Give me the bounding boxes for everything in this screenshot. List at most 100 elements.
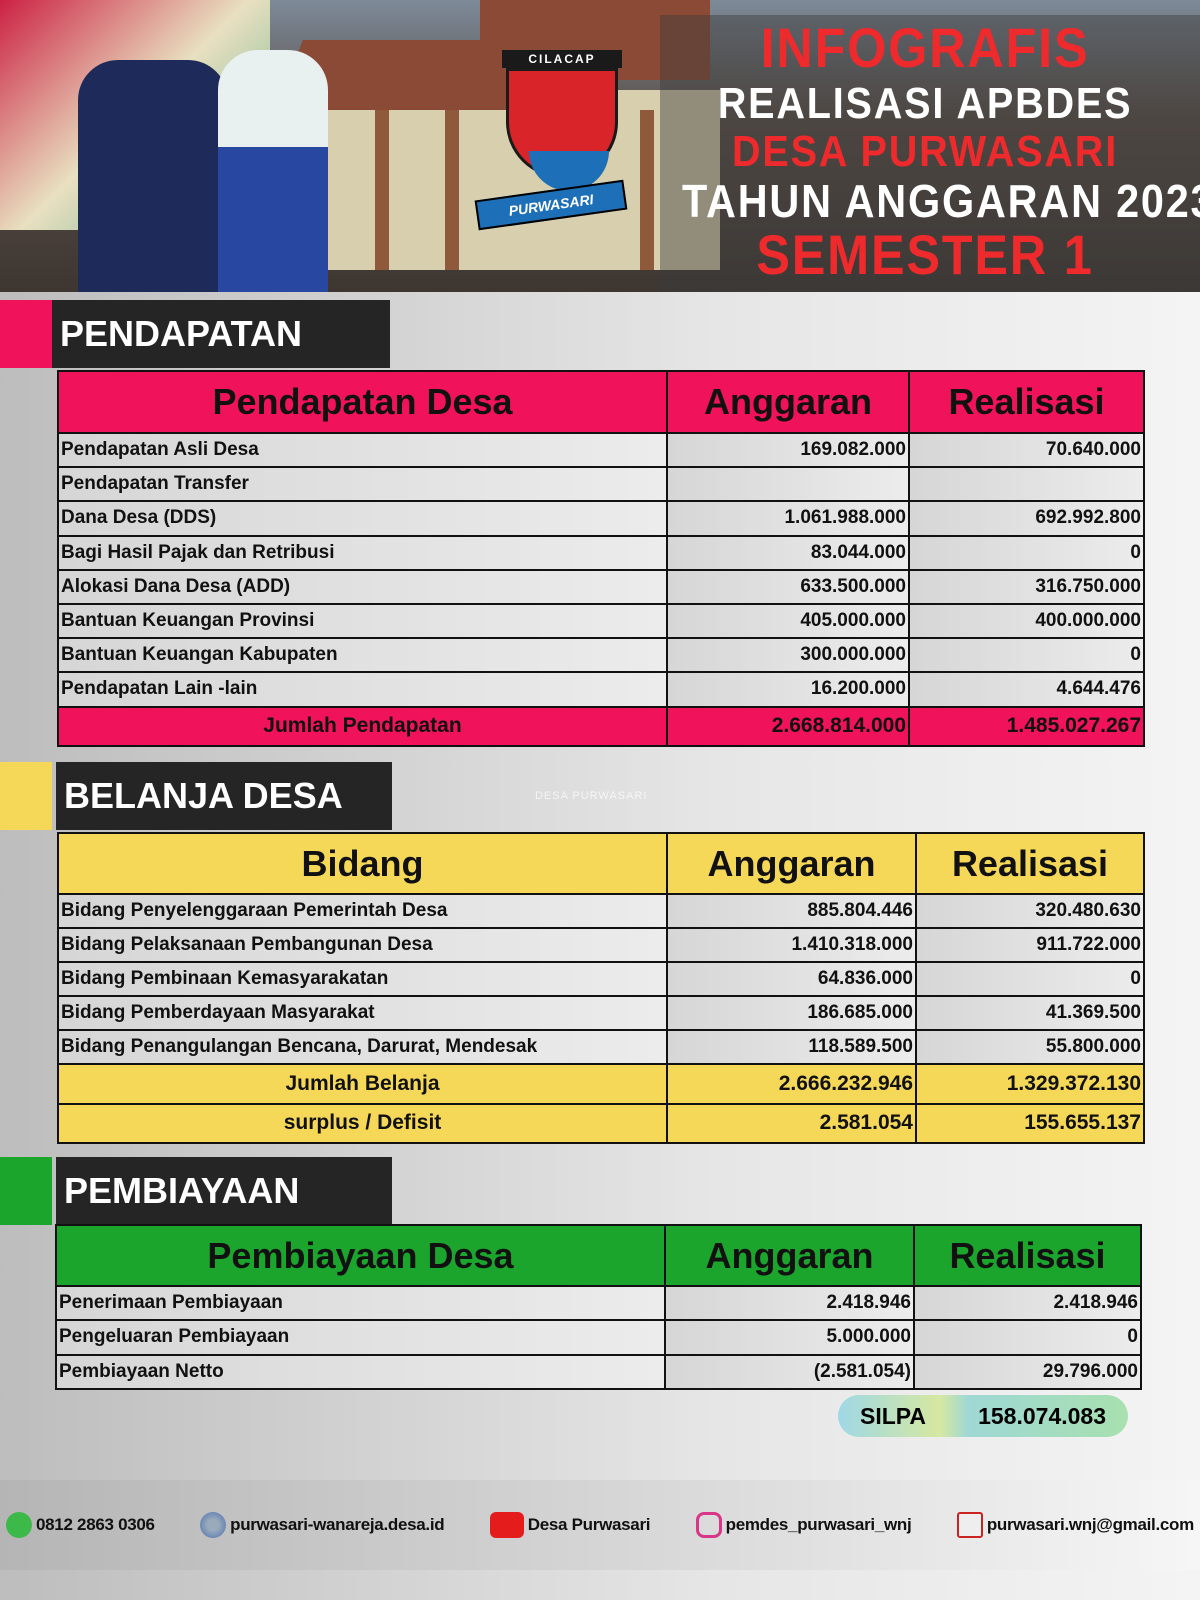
table-row: Pendapatan Transfer: [57, 466, 1145, 503]
realisasi-cell: 320.480.630: [915, 893, 1145, 929]
whatsapp-icon: [6, 1512, 32, 1538]
watermark: DESA PURWASARI: [535, 790, 648, 802]
column-header: Anggaran: [666, 832, 917, 895]
row-label: Pendapatan Asli Desa: [57, 431, 668, 469]
realisasi-cell: 2.418.946: [913, 1284, 1142, 1322]
table-row: Pembiayaan Netto (2.581.054) 29.796.000: [55, 1353, 1142, 1390]
table-row: Dana Desa (DDS) 1.061.988.000 692.992.800: [57, 500, 1145, 537]
row-label: Pendapatan Lain -lain: [57, 671, 668, 708]
table-row: Bidang Pemberdayaan Masyarakat 186.685.00…: [57, 995, 1145, 1031]
title-semester: SEMESTER 1: [756, 223, 1094, 286]
table-row: Bidang Penyelenggaraan Pemerintah Desa 88…: [57, 893, 1145, 929]
row-label: Bantuan Keuangan Provinsi: [57, 602, 668, 640]
title-tahun: TAHUN ANGGARAN 2023: [682, 175, 1200, 227]
globe-icon: [200, 1512, 227, 1538]
realisasi-cell: 1.485.027.267: [908, 705, 1145, 747]
table-row: Penerimaan Pembiayaan 2.418.946 2.418.946: [55, 1284, 1142, 1322]
person-man: [78, 60, 228, 292]
realisasi-cell: 0: [908, 534, 1145, 571]
realisasi-cell: 400.000.000: [908, 602, 1145, 640]
row-label: Bidang Pelaksanaan Pembangunan Desa: [57, 927, 668, 963]
anggaran-cell: 633.500.000: [666, 568, 910, 605]
table-row: Bidang Pembinaan Kemasyarakatan 64.836.00…: [57, 961, 1145, 997]
realisasi-cell: 1.329.372.130: [915, 1063, 1145, 1105]
instagram-link[interactable]: pemdes_purwasari_wnj: [725, 1515, 912, 1534]
table-row: Pendapatan Lain -lain 16.200.000 4.644.476: [57, 671, 1145, 708]
column-header: Realisasi: [908, 370, 1145, 434]
anggaran-cell: 64.836.000: [666, 961, 917, 997]
total-row: Jumlah Pendapatan 2.668.814.000 1.485.027.…: [57, 705, 1145, 747]
anggaran-cell: 1.410.318.000: [666, 927, 917, 963]
row-label: surplus / Defisit: [57, 1102, 668, 1144]
realisasi-cell: 29.796.000: [913, 1353, 1142, 1390]
silpa-label: SILPA: [860, 1403, 927, 1429]
footer-contacts: 0812 2863 0306 purwasari-wanareja.desa.i…: [0, 1480, 1200, 1570]
anggaran-cell: 118.589.500: [666, 1029, 917, 1065]
anggaran-cell: 2.668.814.000: [666, 705, 910, 747]
row-label: Bidang Pembinaan Kemasyarakatan: [57, 961, 668, 997]
website-link[interactable]: purwasari-wanareja.desa.id: [230, 1515, 445, 1534]
footer-email: purwasari.wnj@gmail.com: [956, 1512, 1194, 1538]
anggaran-cell: 1.061.988.000: [666, 500, 910, 537]
pendapatan-header-row: Pendapatan Desa Anggaran Realisasi: [57, 370, 1145, 434]
pillar: [375, 110, 389, 270]
gmail-icon: [956, 1512, 983, 1538]
realisasi-cell: 155.655.137: [915, 1102, 1145, 1144]
row-label: Dana Desa (DDS): [57, 500, 668, 537]
row-label: Bantuan Keuangan Kabupaten: [57, 637, 668, 674]
row-label: Penerimaan Pembiayaan: [55, 1284, 666, 1322]
pillar: [445, 110, 459, 270]
table-row: Pengeluaran Pembiayaan 5.000.000 0: [55, 1319, 1142, 1356]
phone-number[interactable]: 0812 2863 0306: [36, 1515, 155, 1534]
realisasi-cell: 0: [915, 961, 1145, 997]
table-row: Pendapatan Asli Desa 169.082.000 70.640.00…: [57, 431, 1145, 469]
total-row: Jumlah Belanja 2.666.232.946 1.329.372.130: [57, 1063, 1145, 1105]
footer-website: purwasari-wanareja.desa.id: [200, 1512, 445, 1538]
realisasi-cell: 316.750.000: [908, 568, 1145, 605]
anggaran-cell: 300.000.000: [666, 637, 910, 674]
section-pendapatan-label: PENDAPATAN: [52, 300, 390, 368]
silpa-badge: SILPA 158.074.083: [838, 1395, 1128, 1437]
belanja-header-row: Bidang Anggaran Realisasi: [57, 832, 1145, 895]
pillar: [640, 110, 654, 270]
anggaran-cell: 2.418.946: [664, 1284, 915, 1322]
anggaran-cell: [666, 466, 910, 503]
anggaran-cell: (2.581.054): [664, 1353, 915, 1390]
section-belanja-label: BELANJA DESA: [56, 762, 392, 830]
row-label: Jumlah Belanja: [57, 1063, 668, 1105]
anggaran-cell: 83.044.000: [666, 534, 910, 571]
anggaran-cell: 405.000.000: [666, 602, 910, 640]
row-label: Pengeluaran Pembiayaan: [55, 1319, 666, 1356]
table-row: Bantuan Keuangan Kabupaten 300.000.000 0: [57, 637, 1145, 674]
realisasi-cell: [908, 466, 1145, 503]
column-header: Pendapatan Desa: [57, 370, 668, 434]
total-row: surplus / Defisit 2.581.054 155.655.137: [57, 1102, 1145, 1144]
row-label: Bidang Pemberdayaan Masyarakat: [57, 995, 668, 1031]
silpa-value: 158.074.083: [978, 1403, 1106, 1429]
title-realisasi: REALISASI APBDES: [717, 79, 1133, 128]
title-infografis: INFOGRAFIS: [760, 16, 1090, 79]
pendapatan-accent: [0, 300, 52, 368]
realisasi-cell: 55.800.000: [915, 1029, 1145, 1065]
title-backdrop: [660, 15, 1200, 292]
column-header: Bidang: [57, 832, 668, 895]
anggaran-cell: 885.804.446: [666, 893, 917, 929]
section-pembiayaan-label: PEMBIAYAAN: [56, 1157, 392, 1225]
realisasi-cell: 41.369.500: [915, 995, 1145, 1031]
logo-shield: [506, 68, 618, 191]
youtube-icon: [489, 1512, 524, 1538]
realisasi-cell: 0: [913, 1319, 1142, 1356]
pendapatan-table: Pendapatan Desa Anggaran Realisasi Pendapat…: [57, 370, 1145, 747]
pembiayaan-accent: [0, 1157, 52, 1225]
row-label: Alokasi Dana Desa (ADD): [57, 568, 668, 605]
person-woman: [218, 50, 328, 292]
header-banner: CILACAP PURWASARI INFOGRAFIS REALISASI A…: [0, 0, 1200, 292]
table-row: Bagi Hasil Pajak dan Retribusi 83.044.000…: [57, 534, 1145, 571]
row-label: Bidang Penangulangan Bencana, Darurat, M…: [57, 1029, 668, 1065]
table-row: Bantuan Keuangan Provinsi 405.000.000 400.…: [57, 602, 1145, 640]
email-link[interactable]: purwasari.wnj@gmail.com: [986, 1515, 1194, 1534]
youtube-link[interactable]: Desa Purwasari: [527, 1515, 651, 1534]
realisasi-cell: 0: [908, 637, 1145, 674]
anggaran-cell: 2.581.054: [666, 1102, 917, 1144]
row-label: Jumlah Pendapatan: [57, 705, 668, 747]
